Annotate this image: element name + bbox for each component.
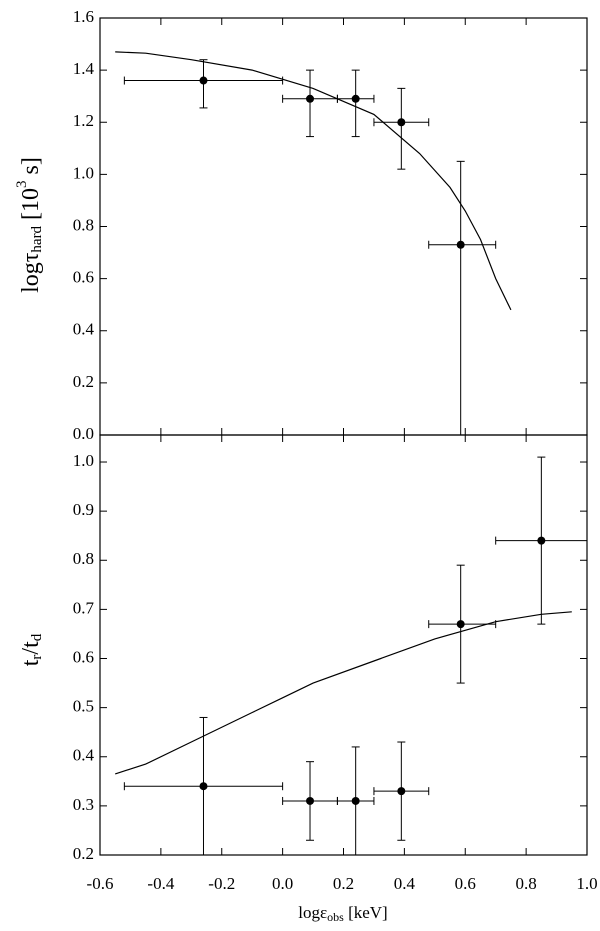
y-tick-label: 0.6 bbox=[73, 647, 94, 666]
data-point bbox=[199, 76, 208, 85]
y-tick-label: 1.0 bbox=[73, 451, 94, 470]
x-tick-label: 0.2 bbox=[333, 874, 354, 893]
y-tick-label: 0.4 bbox=[73, 746, 95, 765]
data-point bbox=[456, 620, 465, 629]
label-part: logε bbox=[298, 903, 327, 922]
y-tick-label: 0.2 bbox=[73, 844, 94, 863]
y-tick-label: 0.6 bbox=[73, 268, 94, 287]
data-point bbox=[351, 796, 360, 805]
label-part: t bbox=[18, 659, 44, 666]
label-part: [keV] bbox=[344, 903, 388, 922]
model-curve bbox=[115, 51, 512, 311]
label-part: logτ bbox=[18, 252, 44, 293]
data-point bbox=[306, 796, 315, 805]
data-point bbox=[351, 94, 360, 103]
y-tick-label: 0.5 bbox=[73, 697, 94, 716]
plot-frame bbox=[99, 434, 588, 856]
label-part: d bbox=[29, 633, 45, 641]
y-tick-label: 1.2 bbox=[73, 111, 94, 130]
label-part: /t bbox=[18, 641, 44, 655]
data-point bbox=[199, 782, 208, 791]
y-axis-label: logτhard [103 s] bbox=[14, 157, 45, 293]
y-tick-label: 0.7 bbox=[73, 598, 95, 617]
y-tick-label: 0.0 bbox=[73, 424, 94, 443]
y-tick-label: 1.0 bbox=[73, 163, 94, 182]
y-axis-label: tr/td bbox=[18, 633, 46, 666]
y-tick-label: 1.4 bbox=[73, 59, 95, 78]
y-tick-label: 0.8 bbox=[73, 215, 94, 234]
x-tick-label: -0.4 bbox=[147, 874, 174, 893]
y-tick-label: 0.4 bbox=[73, 320, 95, 339]
label-part: s] bbox=[18, 157, 44, 180]
x-tick-label: -0.6 bbox=[87, 874, 114, 893]
x-tick-label: 0.6 bbox=[455, 874, 476, 893]
label-part: r bbox=[29, 655, 45, 660]
x-tick-label: 0.8 bbox=[516, 874, 537, 893]
label-part: [10 bbox=[18, 188, 44, 226]
x-tick-label: 0.0 bbox=[272, 874, 293, 893]
y-tick-label: 0.9 bbox=[73, 500, 94, 519]
label-part: obs bbox=[327, 910, 344, 924]
model-curve bbox=[115, 611, 572, 775]
label-part: hard bbox=[29, 225, 45, 252]
data-point bbox=[397, 118, 406, 127]
label-part: 3 bbox=[14, 180, 30, 188]
x-axis-label: logεobs [keV] bbox=[298, 903, 387, 924]
y-tick-label: 0.2 bbox=[73, 372, 94, 391]
x-tick-label: 0.4 bbox=[394, 874, 416, 893]
data-point bbox=[456, 240, 465, 249]
x-tick-label: -0.2 bbox=[208, 874, 235, 893]
y-tick-label: 0.3 bbox=[73, 795, 94, 814]
y-tick-label: 1.6 bbox=[73, 7, 94, 26]
y-tick-label: 0.8 bbox=[73, 549, 94, 568]
data-point bbox=[306, 94, 315, 103]
data-point bbox=[397, 787, 406, 796]
data-point bbox=[537, 536, 546, 545]
x-tick-label: 1.0 bbox=[576, 874, 597, 893]
